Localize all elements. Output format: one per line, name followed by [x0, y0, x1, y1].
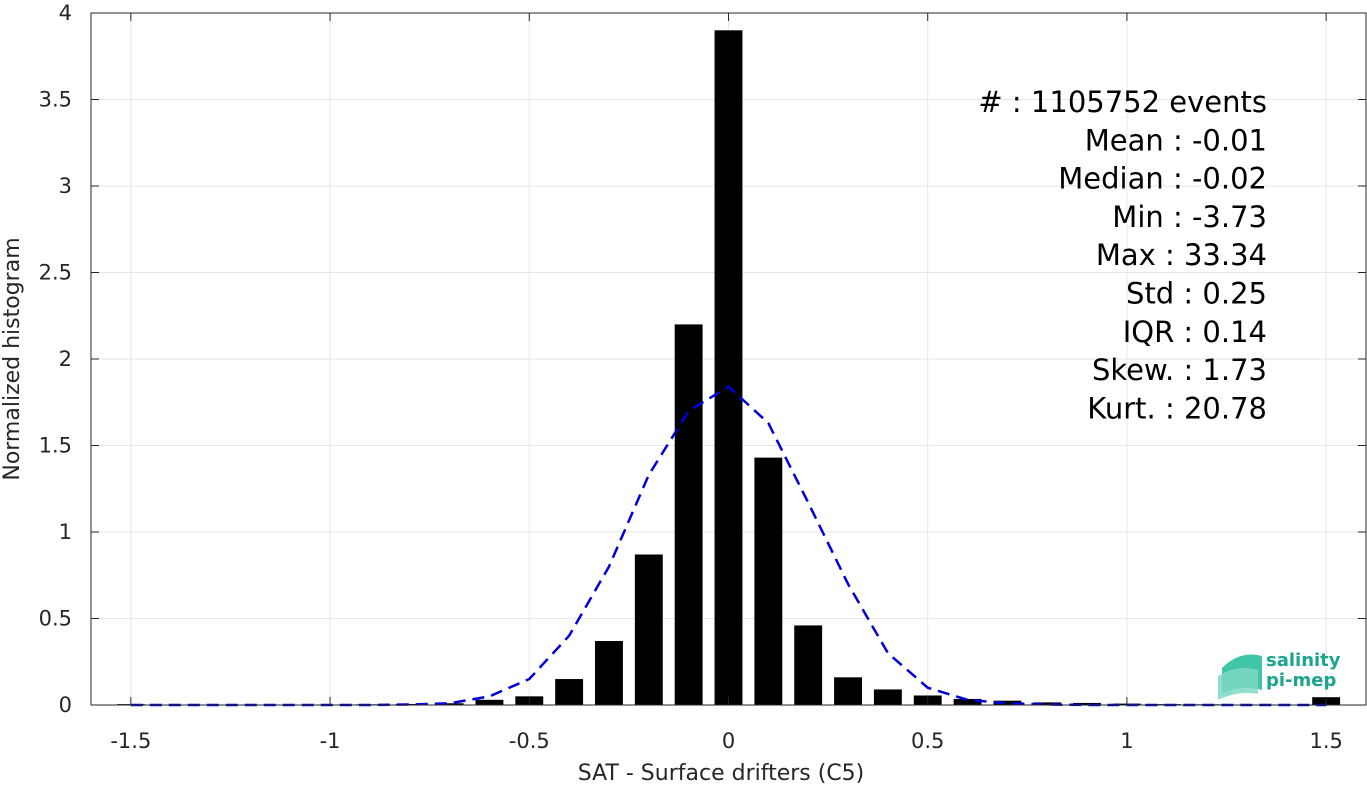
stat-line-7: Skew. : 1.73	[1092, 353, 1267, 387]
stat-line-2: Median : -0.02	[1058, 162, 1267, 196]
x-axis-label: SAT - Surface drifters (C5)	[578, 761, 865, 785]
bar-19	[873, 689, 902, 705]
logo-text-line1: salinity	[1266, 650, 1341, 671]
y-tick-label-4: 2	[59, 347, 72, 371]
y-tick-label-5: 2.5	[39, 261, 72, 285]
bar-22	[993, 700, 1022, 705]
x-tick-label-5: 1	[1120, 729, 1133, 753]
stat-line-5: Std : 0.25	[1126, 277, 1267, 311]
x-tick-label-0: -1.5	[110, 729, 151, 753]
axis-ticks	[91, 12, 1366, 706]
x-tick-label-6: 1.5	[1309, 729, 1342, 753]
logo-icon-wave	[1218, 668, 1258, 700]
bar-9	[475, 699, 504, 705]
y-tick-labels: 0 0.5 1 1.5 2 2.5 3 3.5 4	[39, 1, 72, 717]
y-axis-label: Normalized histogram	[0, 237, 25, 480]
bar-13	[634, 554, 663, 705]
logo-text-line2: pi-mep	[1266, 670, 1336, 691]
bar-24	[1073, 702, 1102, 705]
bar-23	[1033, 702, 1062, 705]
y-tick-label-6: 3	[59, 174, 72, 198]
bar-17	[794, 625, 823, 705]
bar-7	[395, 703, 424, 705]
stat-line-4: Max : 33.34	[1096, 238, 1267, 272]
stat-line-8: Kurt. : 20.78	[1087, 391, 1267, 425]
bar-12	[595, 640, 623, 705]
x-tick-labels: -1.5 -1 -0.5 0 0.5 1 1.5	[110, 729, 1343, 753]
bar-16	[754, 457, 783, 705]
stat-line-1: Mean : -0.01	[1085, 123, 1267, 157]
stat-line-0: # : 1105752 events	[978, 85, 1267, 119]
x-tick-label-1: -1	[320, 729, 341, 753]
bar-18	[834, 677, 862, 705]
y-tick-label-7: 3.5	[39, 88, 72, 112]
bar-11	[555, 679, 584, 705]
y-tick-label-2: 1	[59, 520, 72, 544]
x-tick-label-2: -0.5	[509, 729, 550, 753]
y-tick-label-1: 0.5	[39, 607, 72, 631]
stats-box: # : 1105752 events Mean : -0.01 Median : -…	[978, 85, 1267, 425]
y-tick-label-8: 4	[59, 1, 72, 25]
bar-15	[714, 30, 743, 706]
bar-14	[674, 324, 703, 705]
bar-8	[435, 703, 464, 705]
stat-line-6: IQR : 0.14	[1123, 315, 1267, 349]
salinity-pi-mep-logo: salinity pi-mep	[1218, 650, 1341, 700]
stat-line-3: Min : -3.73	[1112, 200, 1267, 234]
x-tick-label-4: 0.5	[911, 729, 944, 753]
bar-series	[116, 30, 1341, 706]
y-tick-label-0: 0	[59, 693, 72, 717]
bar-21	[953, 698, 982, 705]
y-tick-label-3: 1.5	[39, 434, 72, 458]
x-tick-label-3: 0	[722, 729, 735, 753]
